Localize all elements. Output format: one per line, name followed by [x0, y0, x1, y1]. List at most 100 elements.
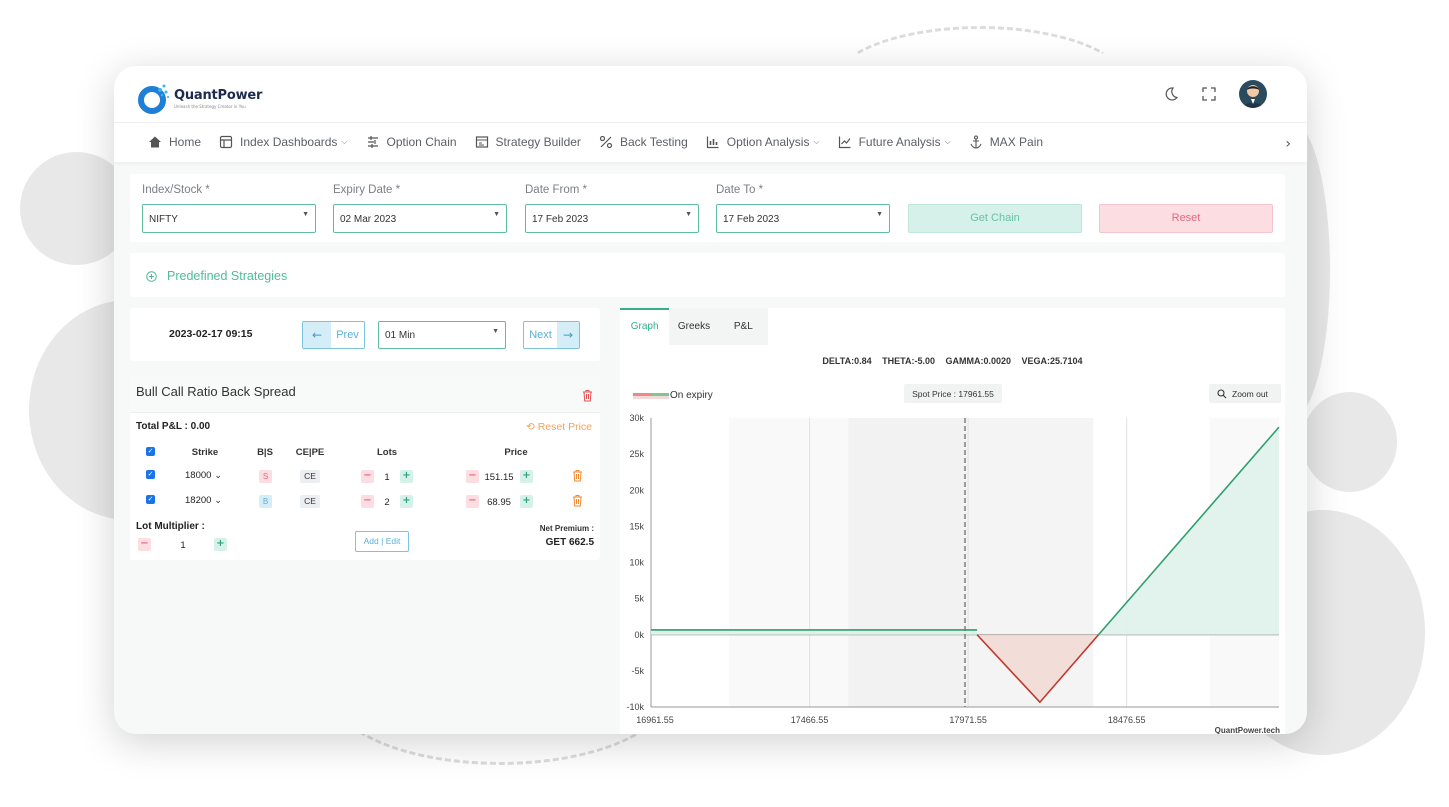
- trash-icon[interactable]: [572, 494, 583, 507]
- moon-icon[interactable]: [1163, 86, 1179, 102]
- expiry-select[interactable]: 02 Mar 2023 ▼: [333, 204, 507, 233]
- fullscreen-icon[interactable]: [1201, 86, 1217, 102]
- date-from-select[interactable]: 17 Feb 2023 ▼: [525, 204, 699, 233]
- nav-item-label: Option Analysis: [726, 135, 810, 149]
- strike-header: Strike: [191, 447, 219, 458]
- strike-select[interactable]: 18200 ⌄: [185, 495, 222, 510]
- nav-item-home[interactable]: Home: [148, 135, 201, 149]
- lots-decrement-button[interactable]: −: [361, 495, 374, 508]
- bar-chart-icon: [706, 136, 719, 149]
- tab-graph[interactable]: Graph: [620, 308, 670, 345]
- cepe-toggle[interactable]: CE: [300, 470, 320, 483]
- chart-y-tick: 5k: [634, 594, 644, 604]
- caret-down-icon: ▼: [492, 328, 499, 335]
- logo-name: QuantPower: [174, 87, 263, 103]
- next-button[interactable]: Next →: [523, 321, 580, 349]
- predefined-strategies-toggle[interactable]: Predefined Strategies: [146, 269, 287, 283]
- lot-multiplier-label: Lot Multiplier :: [136, 521, 205, 532]
- nav-item-label: Option Chain: [386, 135, 457, 149]
- chevron-down-icon: ⌄: [214, 470, 222, 480]
- chevron-right-icon[interactable]: ›: [1285, 136, 1291, 152]
- bs-toggle[interactable]: S: [259, 470, 272, 483]
- chart-y-tick: 10k: [629, 558, 644, 568]
- strike-value: 18200: [185, 495, 212, 506]
- nav-item-max-pain[interactable]: MAX Pain: [969, 135, 1043, 149]
- nav-item-strategy-builder[interactable]: Strategy Builder: [475, 135, 581, 149]
- lot-multiplier-decrement-button[interactable]: −: [138, 538, 151, 551]
- strategy-panel: Bull Call Ratio Back Spread Total P&L : …: [130, 377, 600, 560]
- chart-x-tick: 18476.55: [1108, 715, 1146, 725]
- zoom-out-icon: [1217, 389, 1225, 397]
- current-datetime: 2023-02-17 09:15: [169, 328, 253, 340]
- nav-item-label: Home: [169, 135, 202, 149]
- lots-increment-button[interactable]: +: [400, 495, 413, 508]
- reset-button[interactable]: Reset: [1099, 204, 1273, 233]
- get-chain-button[interactable]: Get Chain: [908, 204, 1082, 233]
- interval-select[interactable]: 01 Min ▼: [378, 321, 506, 349]
- nav-item-option-analysis[interactable]: Option Analysis ⌵: [706, 135, 820, 149]
- cepe-toggle[interactable]: CE: [300, 495, 320, 508]
- logo[interactable]: QuantPower Unleash the Strategy Creator …: [138, 82, 262, 114]
- lots-decrement-button[interactable]: −: [361, 470, 374, 483]
- strike-select[interactable]: 18000 ⌄: [185, 470, 222, 485]
- strike-value: 18000: [185, 470, 212, 481]
- lot-multiplier-increment-button[interactable]: +: [214, 538, 227, 551]
- price-decrement-button[interactable]: −: [466, 495, 479, 508]
- leg-checkbox[interactable]: ✓: [146, 495, 155, 504]
- net-premium-value: GET 662.5: [545, 537, 594, 548]
- total-pl: Total P&L : 0.00: [136, 421, 211, 432]
- date-from-label: Date From *: [525, 184, 587, 196]
- chart-x-tick: 16961.55: [636, 715, 674, 725]
- chart-y-tick: -5k: [631, 666, 644, 676]
- prev-label: Prev: [336, 329, 359, 341]
- price-decrement-button[interactable]: −: [466, 470, 479, 483]
- legend-swatch-bg: [633, 396, 669, 399]
- price-increment-button[interactable]: +: [520, 495, 533, 508]
- chart-y-tick: 30k: [629, 413, 644, 423]
- bg-dash-ring: [330, 620, 670, 765]
- chevron-down-icon: ⌵: [944, 137, 951, 146]
- lots-header: Lots: [376, 447, 398, 458]
- logo-tagline: Unleash the Strategy Creator in You: [174, 103, 246, 109]
- lots-value[interactable]: 2: [384, 497, 390, 508]
- lot-multiplier-input[interactable]: 1: [180, 540, 186, 551]
- nav-item-future-analysis[interactable]: Future Analysis ⌵: [838, 135, 951, 149]
- nav-item-label: Index Dashboards: [240, 135, 338, 149]
- predefined-strategies-label: Predefined Strategies: [167, 269, 288, 283]
- plus-circle-icon: [146, 270, 157, 282]
- line-chart-icon: [838, 136, 851, 149]
- select-all-checkbox[interactable]: ✓: [146, 447, 155, 456]
- refresh-icon: ⟲: [526, 421, 538, 433]
- price-increment-button[interactable]: +: [520, 470, 533, 483]
- lots-value[interactable]: 1: [384, 472, 390, 483]
- zoom-out-label: Zoom out: [1232, 389, 1269, 399]
- arrow-left-icon: ←: [303, 322, 331, 348]
- date-to-select[interactable]: 17 Feb 2023 ▼: [716, 204, 890, 233]
- trash-icon[interactable]: [572, 469, 583, 482]
- nav-item-option-chain[interactable]: Option Chain: [366, 135, 457, 149]
- add-edit-button[interactable]: Add | Edit: [355, 531, 409, 552]
- bg-circle: [1302, 392, 1397, 492]
- price-value[interactable]: 68.95: [487, 497, 511, 508]
- chart-line-segment: [976, 634, 1100, 704]
- greeks-summary: DELTA:0.84 THETA:-5.00 GAMMA:0.0020 VEGA…: [620, 356, 1285, 366]
- tab-greeks[interactable]: Greeks: [677, 321, 711, 332]
- lots-increment-button[interactable]: +: [400, 470, 413, 483]
- avatar[interactable]: [1239, 80, 1267, 108]
- leg-checkbox[interactable]: ✓: [146, 470, 155, 479]
- nav-item-back-testing[interactable]: Back Testing: [599, 135, 688, 149]
- zoom-out-button[interactable]: [1209, 384, 1281, 403]
- price-value[interactable]: 151.15: [484, 472, 514, 483]
- prev-button[interactable]: ← Prev: [302, 321, 365, 349]
- payoff-chart[interactable]: 30k 25k 20k 15k 10k 5k 0k -5k -10k 16961.55 17466.…: [620, 374, 1285, 734]
- delta-value: DELTA:0.84: [822, 356, 872, 366]
- index-select[interactable]: NIFTY ▼: [142, 204, 316, 233]
- chevron-down-icon: ⌵: [813, 137, 820, 146]
- bs-toggle[interactable]: B: [259, 495, 272, 508]
- nav-item-index-dashboards[interactable]: Index Dashboards ⌵: [219, 135, 348, 149]
- chart-line-segment: [1097, 426, 1280, 636]
- trash-icon[interactable]: [582, 389, 593, 402]
- tab-pl[interactable]: P&L: [733, 321, 753, 332]
- app-window: QuantPower Unleash the Strategy Creator …: [114, 66, 1307, 734]
- reset-price-button[interactable]: ⟲ Reset Price: [526, 421, 592, 433]
